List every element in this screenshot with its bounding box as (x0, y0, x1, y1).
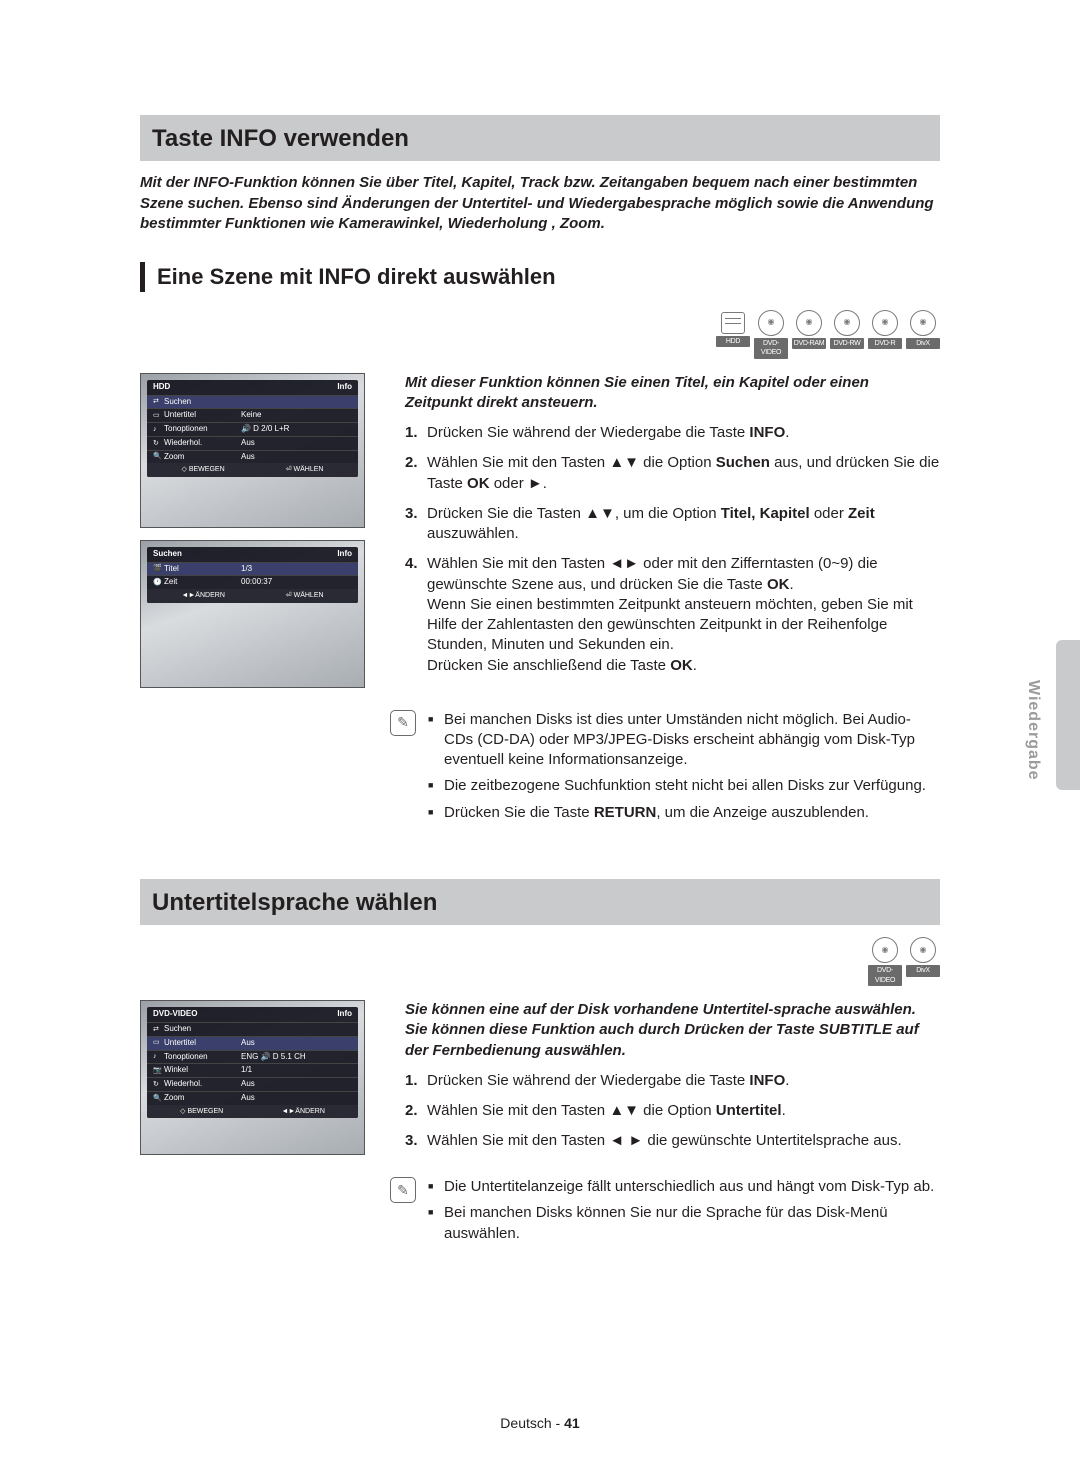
step-1-3: Drücken Sie die Tasten ▲▼, um die Option… (405, 504, 940, 545)
note-1-2: Die zeitbezogene Suchfunktion steht nich… (428, 776, 940, 796)
screenshot-osd-3: DVD-VIDEOInfo ⇄Suchen ▭UntertitelAus ♪To… (140, 1000, 365, 1155)
screenshot-osd-1: HDDInfo ⇄Suchen ▭UntertitelKeine ♪Tonopt… (140, 373, 365, 528)
step-2-1: Drücken Sie während der Wiedergabe die T… (405, 1071, 940, 1091)
left-col-1: HDDInfo ⇄Suchen ▭UntertitelKeine ♪Tonopt… (140, 373, 385, 700)
note-list-1: Bei manchen Disks ist dies unter Umständ… (428, 710, 940, 829)
sub-intro-2: Sie können eine auf der Disk vorhandene … (405, 1000, 940, 1061)
disc-icons-row-1: HDD ◉DVD-VIDEO ◉DVD-RAM ◉DVD-RW ◉DVD-R ◉… (140, 310, 940, 359)
side-tab: Wiedergabe (1022, 680, 1044, 781)
disc-icon-divx: ◉DivX (906, 310, 940, 359)
note-2-1: Die Untertitelanzeige fällt unterschiedl… (428, 1177, 940, 1197)
sub-intro-1: Mit dieser Funktion können Sie einen Tit… (405, 373, 940, 414)
page-footer: Deutsch - 41 (0, 1414, 1080, 1433)
disc-icon-dvdrw: ◉DVD-RW (830, 310, 864, 359)
osd-2: SuchenInfo 🎬Titel1/3 🕐Zeit00:00:37 ◄►ÄND… (147, 547, 358, 603)
osd-1: HDDInfo ⇄Suchen ▭UntertitelKeine ♪Tonopt… (147, 380, 358, 477)
osd-3: DVD-VIDEOInfo ⇄Suchen ▭UntertitelAus ♪To… (147, 1007, 358, 1118)
note-icon-2: ✎ (390, 1177, 416, 1203)
disc-icon-hdd: HDD (716, 310, 750, 359)
disc-icon-dvdr: ◉DVD-R (868, 310, 902, 359)
steps-list-1: Drücken Sie während der Wiedergabe die T… (405, 423, 940, 676)
note-icon: ✎ (390, 710, 416, 736)
disc-icons-row-2: ◉DVD-VIDEO ◉DivX (140, 937, 940, 986)
content-row-2: DVD-VIDEOInfo ⇄Suchen ▭UntertitelAus ♪To… (140, 1000, 940, 1167)
screenshot-osd-2: SuchenInfo 🎬Titel1/3 🕐Zeit00:00:37 ◄►ÄND… (140, 540, 365, 688)
step-2-3: Wählen Sie mit den Tasten ◄ ► die gewüns… (405, 1131, 940, 1151)
disc-icon-dvdvideo-2: ◉DVD-VIDEO (868, 937, 902, 986)
note-block-1: ✎ Bei manchen Disks ist dies unter Umstä… (390, 710, 940, 829)
step-2-2: Wählen Sie mit den Tasten ▲▼ die Option … (405, 1101, 940, 1121)
note-2-2: Bei manchen Disks können Sie nur die Spr… (428, 1203, 940, 1244)
disc-icon-dvdvideo: ◉DVD-VIDEO (754, 310, 788, 359)
section-title-info: Taste INFO verwenden (140, 115, 940, 161)
disc-icon-dvdram: ◉DVD-RAM (792, 310, 826, 359)
note-block-2: ✎ Die Untertitelanzeige fällt unterschie… (390, 1177, 940, 1250)
left-col-2: DVD-VIDEOInfo ⇄Suchen ▭UntertitelAus ♪To… (140, 1000, 385, 1167)
step-1-2: Wählen Sie mit den Tasten ▲▼ die Option … (405, 453, 940, 494)
page-content: Taste INFO verwenden Mit der INFO-Funkti… (140, 115, 940, 1250)
note-list-2: Die Untertitelanzeige fällt unterschiedl… (428, 1177, 940, 1250)
subheading-scene: Eine Szene mit INFO direkt auswählen (140, 262, 940, 292)
right-col-2: Sie können eine auf der Disk vorhandene … (405, 1000, 940, 1167)
step-1-1: Drücken Sie während der Wiedergabe die T… (405, 423, 940, 443)
note-1-3: Drücken Sie die Taste RETURN, um die Anz… (428, 803, 940, 823)
note-1-1: Bei manchen Disks ist dies unter Umständ… (428, 710, 940, 771)
section-title-subtitle: Untertitelsprache wählen (140, 879, 940, 925)
steps-list-2: Drücken Sie während der Wiedergabe die T… (405, 1071, 940, 1152)
step-1-4: Wählen Sie mit den Tasten ◄► oder mit de… (405, 554, 940, 676)
section1-intro: Mit der INFO-Funktion können Sie über Ti… (140, 173, 940, 234)
disc-icon-divx-2: ◉DivX (906, 937, 940, 986)
content-row-1: HDDInfo ⇄Suchen ▭UntertitelKeine ♪Tonopt… (140, 373, 940, 700)
side-stripe (1056, 640, 1080, 790)
right-col-1: Mit dieser Funktion können Sie einen Tit… (405, 373, 940, 700)
